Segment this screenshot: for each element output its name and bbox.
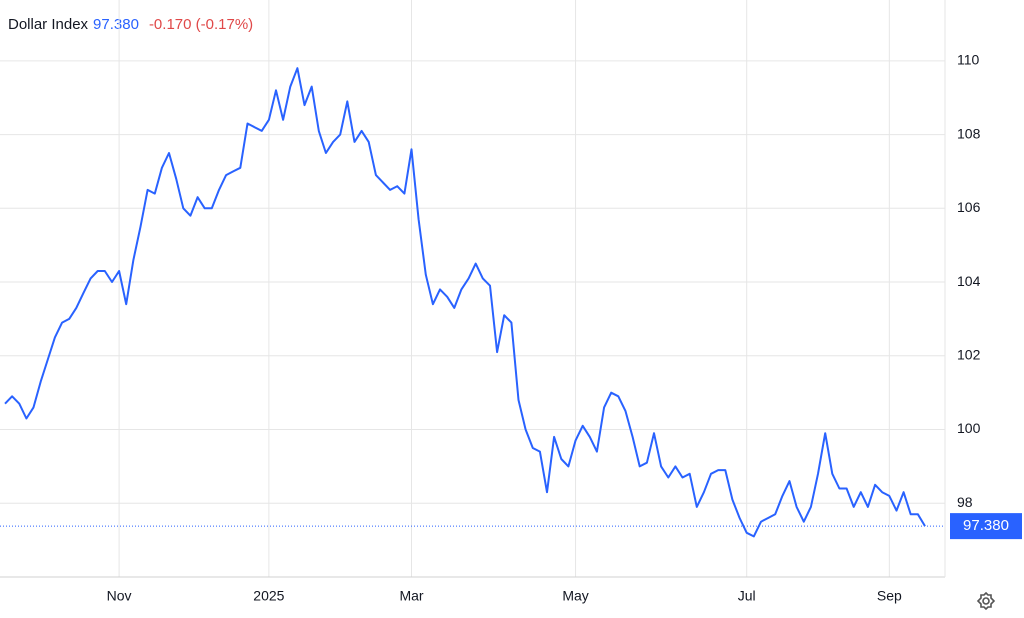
grid <box>0 0 945 577</box>
gear-outline[interactable] <box>976 591 996 611</box>
x-tick-label: Sep <box>877 588 902 604</box>
last-price-label: 97.380 <box>963 517 1009 534</box>
x-tick-label: Mar <box>399 588 423 604</box>
x-tick-label: Nov <box>107 588 132 604</box>
settings-button[interactable] <box>976 591 996 611</box>
line-series <box>4 67 926 538</box>
x-tick-label: May <box>562 588 588 604</box>
y-tick-label: 110 <box>957 52 980 68</box>
chart-title: Dollar Index <box>8 16 89 33</box>
chart-header: Dollar Index 97.380 -0.170 (-0.17%) <box>8 16 253 33</box>
y-tick-label: 100 <box>957 420 981 436</box>
gear-center[interactable] <box>982 597 990 605</box>
price: 97.380 <box>93 16 139 33</box>
last-price-badge <box>950 513 1022 540</box>
x-tick-label: Jul <box>738 588 756 604</box>
y-tick-label: 98 <box>957 494 973 510</box>
y-tick-label: 104 <box>957 273 981 289</box>
change: -0.170 (-0.17%) <box>149 16 253 33</box>
y-tick-label: 106 <box>957 199 981 215</box>
y-tick-label: 102 <box>957 346 981 362</box>
y-tick-label: 108 <box>957 125 981 141</box>
x-tick-label: 2025 <box>253 588 284 604</box>
